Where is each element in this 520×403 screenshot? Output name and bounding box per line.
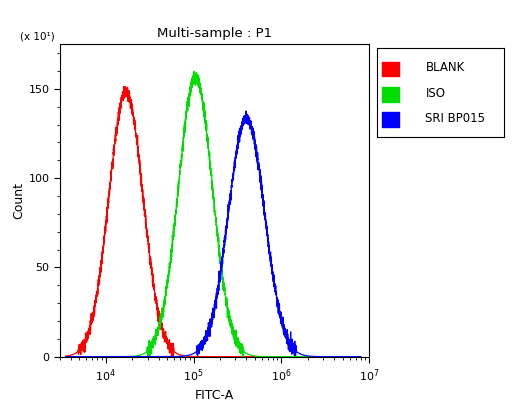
Text: SRI BP015: SRI BP015 [425,112,485,125]
Text: ISO: ISO [425,87,446,100]
X-axis label: FITC-A: FITC-A [195,389,234,402]
Title: Multi-sample : P1: Multi-sample : P1 [157,27,272,40]
Y-axis label: Count: Count [12,182,25,219]
FancyBboxPatch shape [382,87,399,102]
FancyBboxPatch shape [382,112,399,127]
FancyBboxPatch shape [382,62,399,77]
Text: (x 10¹): (x 10¹) [20,31,54,41]
Text: BLANK: BLANK [425,61,465,74]
